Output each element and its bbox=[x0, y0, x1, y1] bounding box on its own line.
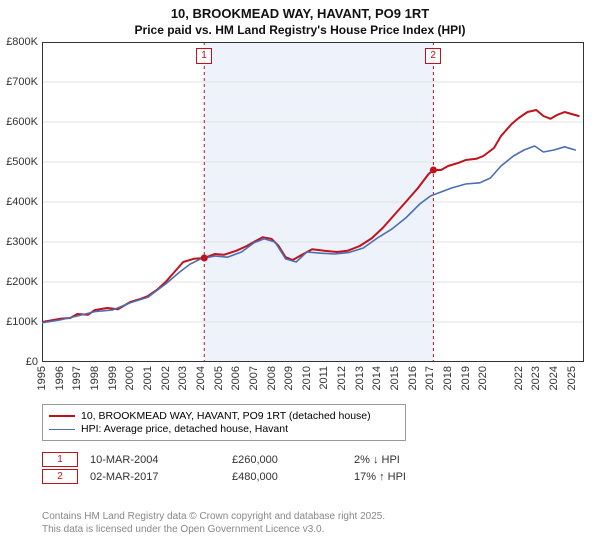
x-tick-label: 2020 bbox=[477, 366, 489, 390]
x-tick-label: 1999 bbox=[107, 366, 119, 390]
legend-swatch bbox=[49, 429, 75, 430]
copyright-line: Contains HM Land Registry data © Crown c… bbox=[42, 510, 385, 523]
x-tick-label: 2006 bbox=[230, 366, 242, 390]
x-tick-label: 1995 bbox=[36, 366, 48, 390]
y-tick-label: £400K bbox=[6, 196, 38, 208]
x-tick-label: 2015 bbox=[389, 366, 401, 390]
x-tick-label: 2019 bbox=[460, 366, 472, 390]
y-tick-label: £600K bbox=[6, 116, 38, 128]
legend-item: 10, BROOKMEAD WAY, HAVANT, PO9 1RT (deta… bbox=[49, 410, 399, 422]
legend-label: 10, BROOKMEAD WAY, HAVANT, PO9 1RT (deta… bbox=[81, 410, 371, 422]
footnote-index: 1 bbox=[42, 452, 78, 467]
x-tick-label: 2002 bbox=[160, 366, 172, 390]
y-tick-label: £800K bbox=[6, 36, 38, 48]
chart-plot-area: £0£100K£200K£300K£400K£500K£600K£700K£80… bbox=[42, 42, 584, 362]
x-tick-label: 2022 bbox=[513, 366, 525, 390]
x-tick-label: 2005 bbox=[213, 366, 225, 390]
x-tick-label: 2010 bbox=[301, 366, 313, 390]
y-tick-label: £500K bbox=[6, 156, 38, 168]
page-subtitle: Price paid vs. HM Land Registry's House … bbox=[0, 21, 600, 37]
footnote-delta: 2% ↓ HPI bbox=[354, 454, 464, 466]
x-tick-label: 2008 bbox=[266, 366, 278, 390]
legend-label: HPI: Average price, detached house, Hava… bbox=[81, 423, 288, 435]
footnote-price: £260,000 bbox=[232, 454, 342, 466]
x-tick-label: 2023 bbox=[530, 366, 542, 390]
x-tick-label: 2004 bbox=[195, 366, 207, 390]
x-tick-label: 2013 bbox=[354, 366, 366, 390]
x-tick-label: 2012 bbox=[336, 366, 348, 390]
x-tick-label: 2007 bbox=[248, 366, 260, 390]
footnote-date: 02-MAR-2017 bbox=[90, 471, 220, 483]
page-title: 10, BROOKMEAD WAY, HAVANT, PO9 1RT bbox=[0, 0, 600, 21]
x-tick-label: 1996 bbox=[54, 366, 66, 390]
x-tick-label: 2001 bbox=[142, 366, 154, 390]
y-tick-label: £100K bbox=[6, 316, 38, 328]
footnote-row: 1 10-MAR-2004 £260,000 2% ↓ HPI bbox=[42, 452, 464, 467]
x-tick-label: 2016 bbox=[407, 366, 419, 390]
chart-marker-label: 1 bbox=[196, 48, 212, 64]
x-tick-label: 2011 bbox=[318, 366, 330, 390]
x-tick-label: 2025 bbox=[566, 366, 578, 390]
x-tick-label: 2014 bbox=[371, 366, 383, 390]
chart-marker-label: 2 bbox=[425, 48, 441, 64]
legend-swatch bbox=[49, 415, 75, 417]
x-tick-label: 2009 bbox=[283, 366, 295, 390]
footnote-row: 2 02-MAR-2017 £480,000 17% ↑ HPI bbox=[42, 469, 464, 484]
footnote-price: £480,000 bbox=[232, 471, 342, 483]
legend: 10, BROOKMEAD WAY, HAVANT, PO9 1RT (deta… bbox=[42, 404, 406, 441]
copyright-notice: Contains HM Land Registry data © Crown c… bbox=[42, 510, 385, 536]
y-tick-label: £300K bbox=[6, 236, 38, 248]
x-tick-label: 2003 bbox=[177, 366, 189, 390]
copyright-line: This data is licensed under the Open Gov… bbox=[42, 523, 385, 536]
footnote-index: 2 bbox=[42, 469, 78, 484]
y-tick-label: £700K bbox=[6, 76, 38, 88]
legend-item: HPI: Average price, detached house, Hava… bbox=[49, 423, 399, 435]
x-tick-label: 1997 bbox=[71, 366, 83, 390]
x-tick-label: 2018 bbox=[442, 366, 454, 390]
footnote-delta: 17% ↑ HPI bbox=[354, 471, 464, 483]
x-tick-label: 2024 bbox=[548, 366, 560, 390]
footnote-table: 1 10-MAR-2004 £260,000 2% ↓ HPI 2 02-MAR-2017… bbox=[42, 450, 464, 486]
y-tick-label: £200K bbox=[6, 276, 38, 288]
x-tick-label: 1998 bbox=[89, 366, 101, 390]
x-tick-label: 2000 bbox=[124, 366, 136, 390]
footnote-date: 10-MAR-2004 bbox=[90, 454, 220, 466]
x-tick-label: 2017 bbox=[424, 366, 436, 390]
